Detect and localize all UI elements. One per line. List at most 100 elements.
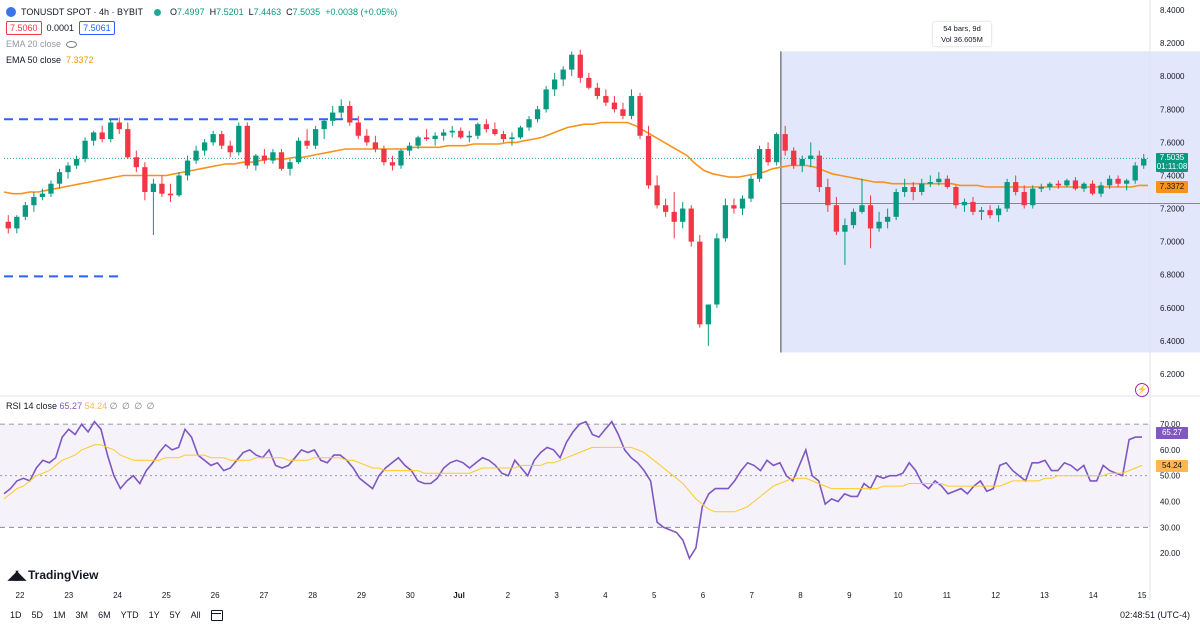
candle-up (56, 172, 63, 184)
period-5y[interactable]: 5Y (169, 610, 181, 620)
sell-price-button[interactable]: 7.5060 (6, 21, 42, 35)
candle-up (560, 69, 566, 80)
candle-up (509, 137, 515, 140)
price-tick-label: 6.6000 (1160, 304, 1185, 313)
period-5d[interactable]: 5D (31, 610, 44, 620)
candle-down (227, 145, 233, 153)
time-tick-label: 4 (603, 591, 608, 600)
candle-down (1013, 182, 1019, 192)
candle-up (432, 135, 438, 140)
candle-up (330, 112, 336, 121)
candle-down (372, 142, 379, 149)
period-3m[interactable]: 3M (75, 610, 89, 620)
rsi-value-tag: 65.27 (1156, 427, 1188, 439)
period-1d[interactable]: 1D (10, 610, 22, 620)
ema50-series (3, 121, 1148, 195)
time-tick-label: 27 (259, 591, 268, 600)
last-price-tag: 7.5035 01:11:08 (1156, 153, 1188, 172)
candle-down (594, 87, 600, 97)
candle-up (978, 210, 985, 212)
price-tick-label: 7.0000 (1160, 238, 1185, 247)
chart-legend: TONUSDT SPOT · 4h · BYBIT O7.4997 H7.520… (6, 4, 397, 68)
ton-coin-icon (6, 7, 16, 17)
ohlc-low: L7.4463 (248, 7, 282, 17)
candle-up (1141, 158, 1147, 166)
ema20-label[interactable]: EMA 20 close (6, 39, 62, 49)
candle-up (714, 238, 720, 305)
time-tick-label: 28 (308, 591, 317, 600)
candle-up (108, 122, 114, 140)
ema50-value: 7.3372 (66, 55, 94, 65)
candle-up (517, 127, 524, 138)
candle-up (936, 178, 942, 183)
candle-down (603, 96, 609, 103)
bar-countdown: 01:11:08 (1156, 162, 1188, 171)
candle-up (756, 148, 763, 179)
candle-up (748, 178, 754, 199)
candle-up (82, 140, 88, 159)
candle-up (193, 150, 199, 161)
candle-up (722, 205, 729, 239)
hidden-eye-icon[interactable] (66, 40, 78, 48)
candle-up (1106, 178, 1113, 186)
candle-down (825, 187, 831, 206)
candle-down (953, 187, 959, 206)
candle-down (662, 205, 669, 212)
price-tick-label: 6.2000 (1160, 370, 1185, 379)
candle-down (1089, 183, 1096, 194)
symbol-title[interactable]: TONUSDT SPOT · 4h · BYBIT (21, 7, 144, 17)
candle-up (628, 96, 635, 116)
period-6m[interactable]: 6M (98, 610, 111, 620)
candle-up (73, 158, 80, 166)
candle-up (210, 134, 216, 143)
candle-up (526, 119, 532, 128)
candle-up (534, 109, 541, 120)
period-1m[interactable]: 1M (53, 610, 66, 620)
go-to-date-calendar-icon[interactable] (210, 609, 223, 621)
rsi-ma-line (3, 444, 1143, 513)
candle-up (961, 201, 968, 206)
tradingview-logo[interactable]: ◢◣ TradingView (8, 567, 98, 583)
price-tick-label: 7.8000 (1160, 105, 1185, 114)
candle-down (355, 122, 361, 136)
period-ytd[interactable]: YTD (120, 610, 139, 620)
candle-up (995, 208, 1002, 216)
ohlc-close: C7.5035 (286, 7, 321, 17)
lightning-icon[interactable]: ⚡ (1135, 383, 1149, 397)
candle-down (791, 150, 797, 166)
market-open-icon (154, 8, 162, 16)
time-tick-label: 30 (406, 591, 415, 600)
price-tick-label: 6.4000 (1160, 337, 1185, 346)
price-tick-label: 7.4000 (1160, 171, 1185, 180)
price-tick-label: 8.4000 (1160, 6, 1185, 15)
price-change: +0.0038 (+0.05%) (325, 7, 398, 17)
time-tick-label: 8 (798, 591, 803, 600)
candle-up (1124, 180, 1130, 184)
period-all[interactable]: All (190, 610, 201, 620)
time-tick-label: 25 (162, 591, 171, 600)
rsi-line (3, 420, 1142, 561)
rsi-tick-label: 60.00 (1160, 446, 1181, 455)
candle-down (816, 155, 822, 188)
period-1y[interactable]: 1Y (148, 610, 160, 620)
candle-up (65, 165, 71, 173)
candle-down (347, 105, 353, 123)
candle-down (381, 148, 387, 163)
candle-down (116, 122, 122, 130)
ema50-label[interactable]: EMA 50 close (6, 55, 62, 65)
candle-down (99, 132, 105, 140)
candle-up (919, 183, 925, 192)
clock-readout[interactable]: 02:48:51 (UTC-4) (1119, 610, 1190, 620)
candle-down (261, 155, 268, 161)
candle-down (219, 134, 225, 146)
candle-up (48, 183, 54, 194)
candle-up (1038, 187, 1044, 189)
candle-up (150, 183, 157, 192)
candle-down (364, 135, 370, 143)
candle-up (1047, 183, 1053, 188)
time-tick-label: 13 (1040, 591, 1049, 600)
rsi-label[interactable]: RSI 14 close (6, 401, 58, 411)
buy-price-button[interactable]: 7.5061 (79, 21, 115, 35)
time-tick-label: 12 (991, 591, 1000, 600)
